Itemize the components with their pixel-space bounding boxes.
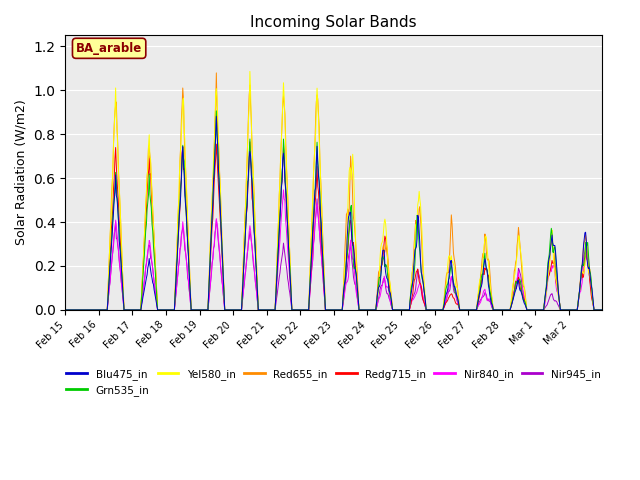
Y-axis label: Solar Radiation (W/m2): Solar Radiation (W/m2) [15, 100, 28, 245]
Title: Incoming Solar Bands: Incoming Solar Bands [250, 15, 417, 30]
Text: BA_arable: BA_arable [76, 42, 142, 55]
Legend: Blu475_in, Grn535_in, Yel580_in, Red655_in, Redg715_in, Nir840_in, Nir945_in: Blu475_in, Grn535_in, Yel580_in, Red655_… [62, 364, 605, 400]
